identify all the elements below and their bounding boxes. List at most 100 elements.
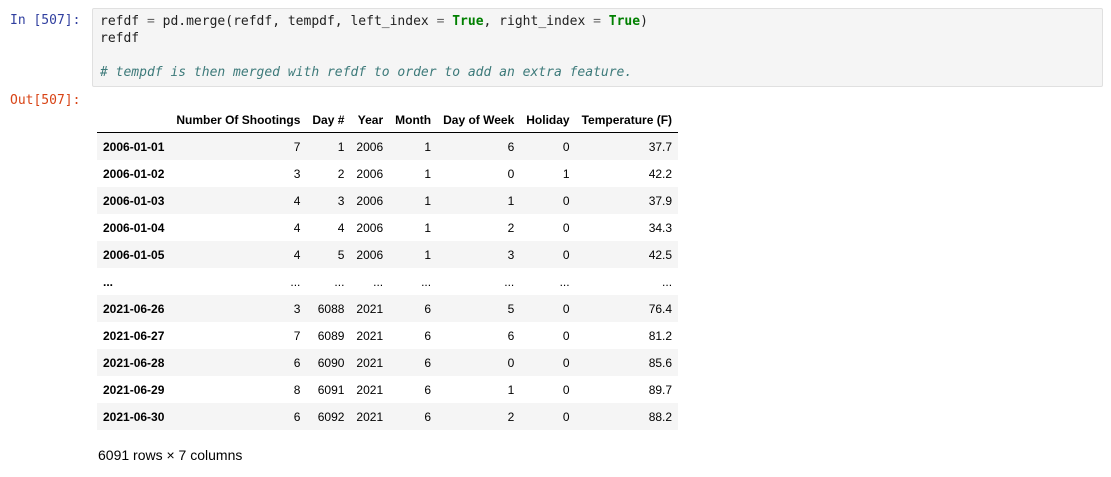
output-prompt: Out[507]: — [10, 93, 81, 108]
table-cell: 1 — [424, 247, 432, 262]
table-cell: 0 — [562, 247, 570, 262]
table-cell: 0 — [562, 139, 570, 154]
table-cell: 85.6 — [648, 355, 673, 370]
table-row: 2021-06-28 6 6090 2021 6 0 0 85.6 — [97, 349, 679, 376]
table-cell: 6 — [424, 301, 432, 316]
table-cell: 2021 — [356, 301, 384, 316]
table-row: 2021-06-29 8 6091 2021 6 1 0 89.7 — [97, 376, 678, 403]
table-row: 2021-06-26 3 6088 2021 6 5 0 76.4 — [97, 295, 679, 322]
table-cell: 2006 — [356, 220, 384, 235]
code-keyword: True — [452, 14, 484, 29]
table-cell: 8 — [293, 382, 301, 397]
table-cell: 2021 — [356, 382, 384, 397]
table-cell: 1 — [424, 166, 432, 181]
table-cell: 6 — [424, 355, 432, 370]
table-header-row: Number Of Shootings Day # Year Month Day… — [97, 108, 679, 133]
table-cell: 6 — [424, 382, 432, 397]
table-cell: 4 — [293, 247, 301, 262]
table-cell: 89.7 — [648, 382, 673, 397]
table-cell: 2021 — [356, 328, 384, 343]
column-header: Temperature (F) — [575, 108, 679, 133]
table-cell: 1 — [562, 166, 570, 181]
dataframe-table: Number Of Shootings Day # Year Month Day… — [97, 108, 679, 430]
table-cell: 34.3 — [648, 220, 673, 235]
table-cell: 6088 — [317, 301, 345, 316]
table-cell: ... — [421, 274, 432, 289]
table-cell: ... — [290, 274, 301, 289]
column-header: Holiday — [520, 108, 576, 133]
column-header: Year — [350, 108, 390, 133]
table-cell: 37.7 — [648, 139, 673, 154]
code-token: pd.merge(refdf, tempdf, left_index — [154, 14, 437, 29]
input-prompt: In [507]: — [10, 13, 81, 28]
row-index: 2021-06-27 — [103, 328, 165, 343]
table-cell: 0 — [562, 409, 570, 424]
table-cell: 6 — [424, 328, 432, 343]
table-cell: 0 — [562, 193, 570, 208]
table-cell: 42.2 — [648, 166, 673, 181]
table-cell: 6092 — [317, 409, 345, 424]
table-cell: 6090 — [317, 355, 345, 370]
table-cell: 0 — [562, 328, 570, 343]
table-cell: 6 — [293, 355, 301, 370]
table-row: 2006-01-01 7 1 2006 1 6 0 37.7 — [97, 132, 679, 160]
row-index: 2021-06-30 — [103, 409, 165, 424]
table-cell: 2021 — [356, 355, 384, 370]
table-cell: 81.2 — [648, 328, 673, 343]
code-cell[interactable]: refdf = pd.merge(refdf, tempdf, left_ind… — [92, 8, 1103, 87]
table-cell: 2 — [507, 220, 515, 235]
table-cell: ... — [559, 274, 570, 289]
table-cell: 6089 — [317, 328, 345, 343]
column-header: Day # — [306, 108, 351, 133]
table-cell: 3 — [293, 166, 301, 181]
table-row: ........................ — [97, 268, 678, 295]
code-keyword: True — [608, 14, 641, 29]
table-cell: ... — [662, 274, 673, 289]
table-cell: 42.5 — [648, 247, 673, 262]
table-row: 2006-01-03 4 3 2006 1 1 0 37.9 — [97, 187, 679, 214]
code-line-merge: refdf = pd.merge(refdf, tempdf, left_ind… — [100, 13, 1095, 30]
table-cell: 4 — [337, 220, 345, 235]
table-cell: 76.4 — [648, 301, 673, 316]
table-cell: 2006 — [356, 247, 384, 262]
table-cell: 3 — [337, 193, 345, 208]
table-cell: 6 — [424, 409, 432, 424]
table-cell: 5 — [507, 301, 515, 316]
table-cell: 6 — [507, 139, 515, 154]
table-row: 2006-01-04 4 4 2006 1 2 0 34.3 — [97, 214, 678, 241]
code-operator: = — [436, 14, 445, 29]
table-cell: 6 — [507, 328, 515, 343]
index-header — [97, 108, 171, 133]
table-row: 2021-06-30 6 6092 2021 6 2 0 88.2 — [97, 403, 679, 430]
code-token — [601, 14, 609, 29]
code-token: ) — [640, 14, 648, 29]
table-cell: 7 — [293, 328, 301, 343]
table-cell: 4 — [293, 220, 301, 235]
table-cell: 6 — [293, 409, 301, 424]
table-cell: 0 — [507, 166, 515, 181]
table-cell: 2021 — [356, 409, 384, 424]
table-cell: 1 — [424, 139, 432, 154]
table-cell: 1 — [507, 382, 515, 397]
row-index: 2021-06-26 — [103, 301, 165, 316]
table-cell: 2006 — [356, 193, 384, 208]
table-cell: 5 — [337, 247, 345, 262]
table-cell: 88.2 — [648, 409, 673, 424]
row-index: 2006-01-04 — [103, 220, 165, 235]
table-cell: 3 — [507, 247, 515, 262]
row-index: ... — [103, 274, 114, 289]
table-cell: 0 — [507, 355, 515, 370]
code-operator: = — [593, 14, 601, 29]
code-token: refdf — [100, 14, 147, 29]
table-cell: 1 — [507, 193, 515, 208]
dataframe-shape: 6091 rows × 7 columns — [98, 447, 243, 463]
table-cell: 0 — [562, 355, 570, 370]
table-cell: 0 — [562, 382, 570, 397]
table-cell: 2006 — [356, 166, 384, 181]
column-header: Day of Week — [437, 108, 521, 133]
table-cell: ... — [504, 274, 515, 289]
table-cell: 2006 — [356, 139, 384, 154]
row-index: 2006-01-01 — [103, 139, 165, 154]
table-cell: 1 — [337, 139, 345, 154]
code-token: , right_index — [483, 14, 594, 29]
